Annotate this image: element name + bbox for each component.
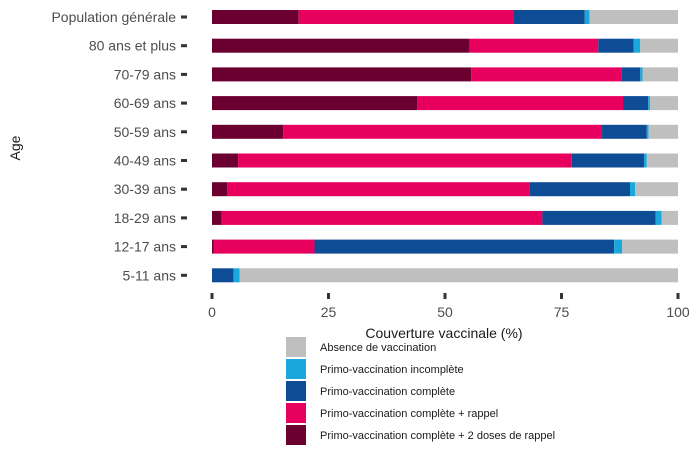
bar-segment (212, 153, 239, 168)
bar-segment (643, 153, 647, 168)
bar-segment (212, 124, 284, 139)
bar-segment (417, 96, 624, 111)
category-labels: Population générale 80 ans et plus 70-79 a… (51, 9, 187, 283)
bar-segment (622, 239, 678, 254)
category-tick (181, 130, 187, 134)
bar-segment (640, 67, 643, 82)
bar-segment (542, 210, 656, 225)
bar-segment (648, 96, 651, 111)
bar-segment (635, 182, 678, 197)
bar-segment (650, 96, 678, 111)
bar-segment (212, 210, 222, 225)
bar-segment (233, 268, 240, 283)
bar-segment (212, 10, 299, 24)
category-label: 80 ans et plus (89, 38, 176, 54)
category-tick (181, 216, 187, 220)
bar-segment (584, 10, 590, 24)
category-label: Population générale (51, 9, 176, 25)
bar-segment (640, 38, 678, 53)
category-label: 50-59 ans (114, 124, 176, 140)
bar-segment (621, 67, 641, 82)
bar-segment (648, 124, 678, 139)
bar-segment (298, 10, 514, 24)
legend-swatch (286, 403, 306, 423)
bar-segment (239, 268, 678, 283)
x-tick-label: 25 (321, 304, 337, 320)
bar-segment (212, 67, 472, 82)
category-tick (181, 245, 187, 249)
category-tick (181, 72, 187, 76)
category-label: 60-69 ans (114, 95, 176, 111)
category-tick (181, 44, 187, 48)
legend-swatch (286, 425, 306, 445)
x-tick (443, 293, 447, 299)
category-label: 12-17 ans (114, 239, 176, 255)
category-label: 5-11 ans (123, 267, 176, 283)
bar-segment (598, 38, 634, 53)
bar-segment (646, 124, 649, 139)
bar-segment (212, 239, 214, 254)
x-axis: 0 25 50 75 100 (208, 293, 690, 320)
bar-segment (213, 239, 315, 254)
bar-segment (238, 153, 572, 168)
x-tick-label: 75 (554, 304, 570, 320)
y-axis-title: Age (7, 135, 23, 160)
bar-segment (614, 239, 623, 254)
category-tick (181, 15, 187, 19)
bar-segment (646, 153, 678, 168)
legend-swatch (286, 359, 306, 379)
bar-segment (212, 268, 234, 283)
category-tick (181, 273, 187, 277)
category-label: 70-79 ans (114, 66, 176, 82)
x-axis-title: Couverture vaccinale (%) (365, 325, 522, 341)
legend-label: Primo-vaccination complète (320, 386, 455, 398)
category-tick (181, 159, 187, 162)
x-tick-label: 50 (437, 304, 453, 320)
category-tick (181, 101, 187, 105)
x-tick (560, 293, 563, 299)
bar-segment (602, 124, 647, 139)
bar-segment (283, 124, 603, 139)
bar-segment (630, 182, 636, 197)
bar-segment (469, 38, 599, 53)
bars-layer (212, 10, 678, 283)
bar-segment (227, 182, 530, 197)
x-tick (210, 293, 214, 299)
bar-segment (633, 38, 641, 53)
legend-label: Primo-vaccination complète + 2 doses de … (320, 430, 555, 442)
legend-label: Primo-vaccination complète + rappel (320, 408, 498, 420)
legend-swatch (286, 337, 306, 357)
bar-segment (221, 210, 543, 225)
category-label: 40-49 ans (114, 153, 176, 169)
legend-label: Absence de vaccination (320, 342, 436, 354)
bar-segment (642, 67, 678, 82)
legend-swatch (286, 381, 306, 401)
x-tick (676, 293, 680, 299)
bar-segment (314, 239, 615, 254)
x-tick-label: 100 (666, 304, 690, 320)
bar-segment (212, 96, 418, 111)
bar-segment (655, 210, 662, 225)
category-label: 18-29 ans (114, 210, 176, 226)
legend-label: Primo-vaccination incomplète (320, 364, 464, 376)
bar-segment (513, 10, 585, 24)
bar-segment (661, 210, 678, 225)
x-tick (327, 293, 330, 299)
bar-segment (623, 96, 649, 111)
bar-segment (212, 38, 470, 53)
category-label: 30-39 ans (114, 181, 176, 197)
x-tick-label: 0 (208, 304, 216, 320)
legend: Absence de vaccination Primo-vaccination … (286, 337, 555, 445)
bar-segment (529, 182, 631, 197)
bar-segment (571, 153, 644, 168)
bar-segment (589, 10, 678, 24)
bar-segment (212, 182, 228, 197)
bar-segment (471, 67, 622, 82)
category-tick (181, 187, 187, 191)
